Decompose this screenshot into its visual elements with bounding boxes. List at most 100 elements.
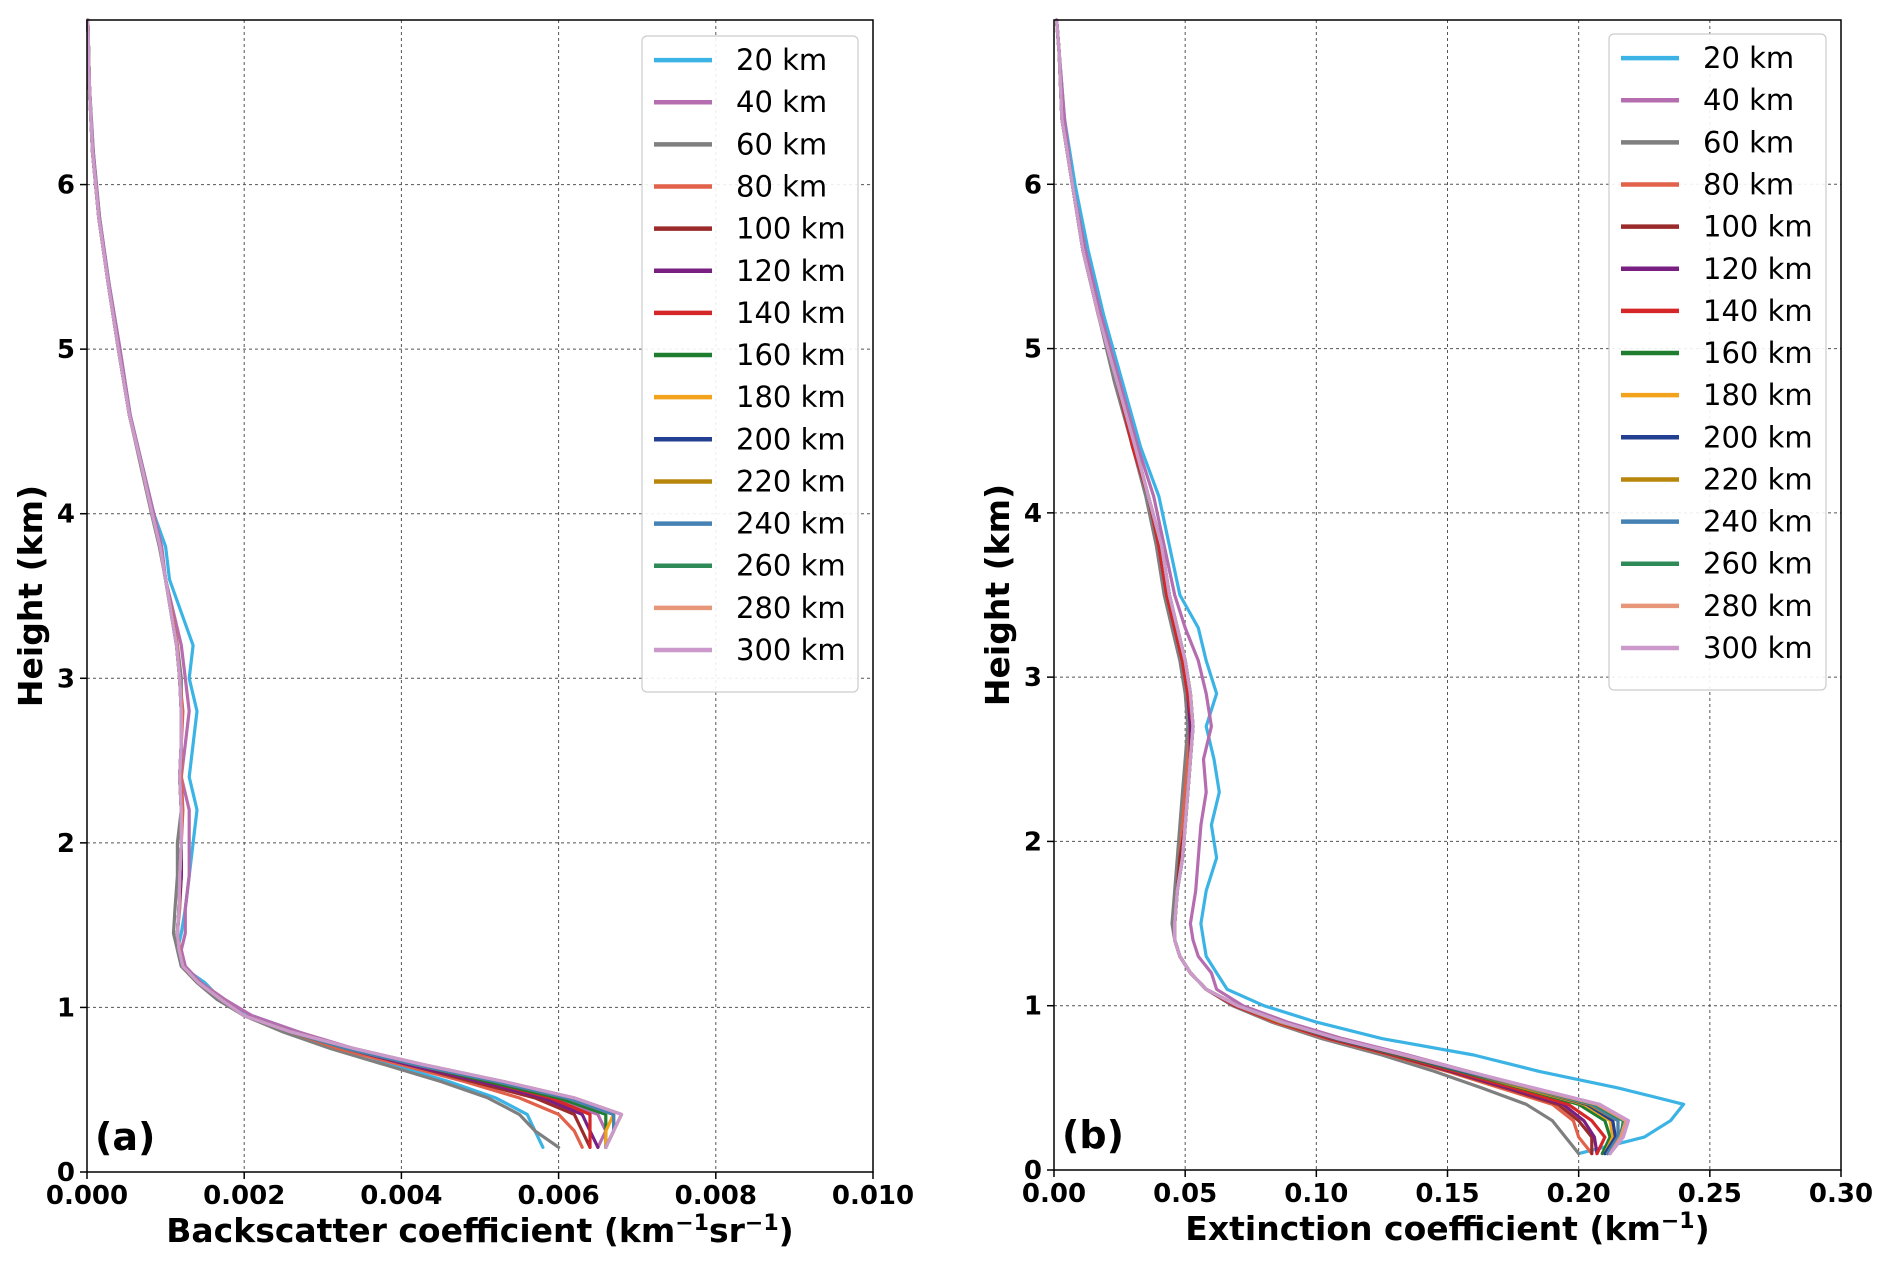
legend-item: 240 km bbox=[1621, 505, 1813, 539]
legend-item: 160 km bbox=[654, 338, 846, 372]
x-tick-label: 0.004 bbox=[360, 1181, 442, 1211]
y-tick-label: 5 bbox=[57, 335, 75, 365]
legend: 20 km 40 km 60 km 80 km 100 km 120 km 140 km 16… bbox=[641, 35, 859, 693]
x-axis-title-end: ) bbox=[779, 1211, 794, 1250]
panel-b: 0.00 0.05 0.10 0.15 0.20 0.25 0.30 0 1 2 3 4 5 6 Heigh… bbox=[978, 18, 1873, 1249]
series-line-60-km bbox=[1054, 18, 1581, 1156]
legend-label: 180 km bbox=[1703, 378, 1813, 412]
x-axis-title: Backscatter coefficient (km−1sr−1) bbox=[166, 1211, 793, 1251]
x-tick-label: 0.002 bbox=[203, 1181, 285, 1211]
legend-box bbox=[641, 35, 859, 693]
legend-label: 220 km bbox=[1703, 462, 1813, 496]
legend-item: 260 km bbox=[1621, 547, 1813, 581]
legend-label: 280 km bbox=[1703, 589, 1813, 623]
legend-label: 180 km bbox=[736, 380, 846, 414]
x-tick-label: 0.05 bbox=[1153, 1179, 1217, 1209]
y-tick-label: 3 bbox=[57, 664, 75, 694]
series-line-300-km bbox=[86, 18, 624, 1149]
x-axis-title-mid: sr bbox=[709, 1211, 746, 1250]
legend-item: 280 km bbox=[654, 591, 846, 625]
legend-item: 180 km bbox=[1621, 378, 1813, 412]
legend-label: 60 km bbox=[736, 127, 827, 161]
x-axis-title-main: Backscatter coefficient (km bbox=[166, 1211, 675, 1250]
x-axis-title: Extinction coefficient (km−1) bbox=[1185, 1209, 1709, 1249]
y-tick-label: 2 bbox=[1024, 827, 1042, 857]
x-tick-label: 0.006 bbox=[517, 1181, 599, 1211]
y-tick-label: 1 bbox=[1024, 992, 1042, 1022]
x-tick-label: 0.30 bbox=[1809, 1179, 1873, 1209]
panel-label: (b) bbox=[1062, 1113, 1124, 1157]
x-axis: 0.00 0.05 0.10 0.15 0.20 0.25 0.30 bbox=[1022, 1170, 1873, 1209]
y-tick-label: 6 bbox=[1024, 170, 1042, 200]
legend-label: 260 km bbox=[1703, 547, 1813, 581]
legend-item: 140 km bbox=[1621, 294, 1813, 328]
legend-item: 60 km bbox=[1621, 125, 1794, 159]
x-tick-label: 0.00 bbox=[1022, 1179, 1086, 1209]
x-tick-label: 0.15 bbox=[1415, 1179, 1479, 1209]
legend-label: 200 km bbox=[736, 422, 846, 456]
legend-item: 20 km bbox=[654, 43, 827, 77]
series-group bbox=[86, 18, 624, 1149]
x-axis-title-end: ) bbox=[1695, 1209, 1710, 1248]
legend-item: 260 km bbox=[654, 549, 846, 583]
x-axis-title-sup2: −1 bbox=[745, 1211, 779, 1236]
legend-label: 280 km bbox=[736, 591, 846, 625]
legend-item: 20 km bbox=[1621, 41, 1794, 75]
legend-label: 160 km bbox=[1703, 336, 1813, 370]
legend-label: 160 km bbox=[736, 338, 846, 372]
legend-item: 80 km bbox=[1621, 168, 1794, 202]
legend-item: 240 km bbox=[654, 507, 846, 541]
legend-box bbox=[1608, 33, 1827, 691]
legend-item: 120 km bbox=[1621, 252, 1813, 286]
series-group bbox=[1054, 18, 1686, 1156]
legend-item: 60 km bbox=[654, 127, 827, 161]
x-tick-label: 0.10 bbox=[1284, 1179, 1348, 1209]
legend-label: 20 km bbox=[736, 43, 827, 77]
legend-label: 260 km bbox=[736, 549, 846, 583]
legend-item: 280 km bbox=[1621, 589, 1813, 623]
series-line-300-km bbox=[1054, 18, 1631, 1156]
legend-item: 160 km bbox=[1621, 336, 1813, 370]
x-tick-label: 0.25 bbox=[1678, 1179, 1742, 1209]
legend-item: 40 km bbox=[654, 85, 827, 119]
x-tick-label: 0.008 bbox=[675, 1181, 757, 1211]
x-axis-title-sup1: −1 bbox=[675, 1211, 709, 1236]
y-axis: 0 1 2 3 4 5 6 bbox=[57, 171, 87, 1188]
y-tick-label: 5 bbox=[1024, 335, 1042, 365]
x-tick-label: 0.000 bbox=[46, 1181, 128, 1211]
legend-item: 100 km bbox=[1621, 210, 1813, 244]
panel-a: 0.000 0.002 0.004 0.006 0.008 0.010 0 1 2 3 4 5 6 Hei… bbox=[11, 18, 914, 1251]
legend-item: 80 km bbox=[654, 170, 827, 204]
legend-label: 40 km bbox=[736, 85, 827, 119]
y-axis: 0 1 2 3 4 5 6 bbox=[1024, 170, 1054, 1186]
legend-label: 100 km bbox=[1703, 210, 1813, 244]
legend-label: 100 km bbox=[736, 212, 846, 246]
y-tick-label: 6 bbox=[57, 171, 75, 201]
y-axis-title: Height (km) bbox=[11, 485, 50, 707]
legend-item: 100 km bbox=[654, 212, 846, 246]
series-line-20-km bbox=[1054, 18, 1686, 1156]
y-tick-label: 4 bbox=[1024, 499, 1042, 529]
legend-label: 140 km bbox=[736, 296, 846, 330]
legend-label: 120 km bbox=[1703, 252, 1813, 286]
legend: 20 km 40 km 60 km 80 km 100 km 120 km 140 km 16… bbox=[1608, 33, 1827, 691]
legend-label: 200 km bbox=[1703, 420, 1813, 454]
legend-item: 220 km bbox=[1621, 462, 1813, 496]
legend-label: 220 km bbox=[736, 464, 846, 498]
y-axis-title: Height (km) bbox=[978, 484, 1017, 706]
legend-label: 300 km bbox=[1703, 631, 1813, 665]
legend-item: 200 km bbox=[654, 422, 846, 456]
legend-item: 300 km bbox=[654, 633, 846, 667]
legend-item: 200 km bbox=[1621, 420, 1813, 454]
legend-label: 240 km bbox=[1703, 505, 1813, 539]
legend-item: 40 km bbox=[1621, 83, 1794, 117]
x-tick-label: 0.010 bbox=[832, 1181, 914, 1211]
y-tick-label: 0 bbox=[1024, 1156, 1042, 1186]
legend-item: 120 km bbox=[654, 254, 846, 288]
x-axis-title-main: Extinction coefficient (km bbox=[1185, 1209, 1661, 1248]
legend-label: 60 km bbox=[1703, 125, 1794, 159]
x-axis-title-sup1: −1 bbox=[1661, 1209, 1695, 1234]
axes-frame bbox=[86, 19, 874, 1173]
